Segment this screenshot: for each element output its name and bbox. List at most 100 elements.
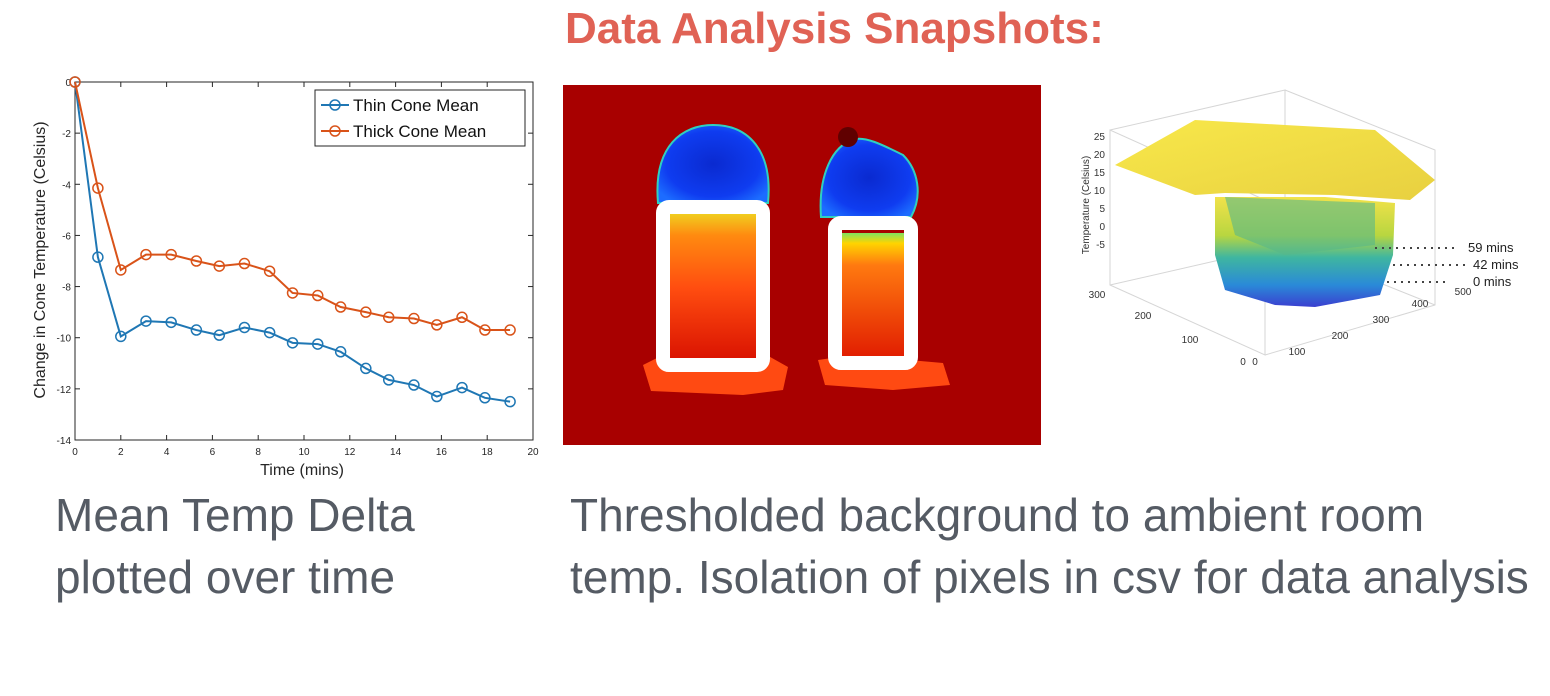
data-point	[263, 265, 276, 277]
legend-label: Thick Cone Mean	[353, 122, 486, 141]
data-point	[213, 260, 226, 272]
data-point	[140, 248, 152, 261]
left-cone-frame	[656, 200, 770, 372]
line-chart-legend: Thin Cone Mean Thick Cone Mean	[314, 89, 526, 147]
x-tick-label: 12	[344, 447, 356, 458]
z-tick-label: 10	[1094, 186, 1106, 197]
x-tick-label: 500	[1455, 287, 1472, 298]
data-point	[456, 311, 468, 324]
data-point	[456, 381, 468, 394]
data-point	[165, 248, 177, 261]
data-point	[479, 392, 491, 404]
x-tick-label: 0	[72, 447, 78, 458]
z-tick-label: 20	[1094, 150, 1106, 161]
x-tick-label: 18	[482, 447, 494, 458]
right-cone-frame	[828, 216, 918, 370]
left-caption: Mean Temp Delta plotted over time	[55, 489, 415, 603]
legend-swatch-marker	[329, 99, 341, 111]
x-axis-label: Time (mins)	[260, 462, 344, 479]
x-tick-label: 300	[1373, 315, 1390, 326]
data-point	[334, 346, 347, 358]
surface-z-ticks: 25 20 15 10 5 0 -5	[1094, 132, 1106, 251]
surface-z-label: Temperature (Celsius)	[1081, 156, 1092, 254]
x-tick-label: 8	[255, 447, 261, 458]
data-point	[382, 374, 395, 386]
surface-x-ticks: 0 100 200 300 400 500	[1252, 287, 1472, 368]
data-point	[311, 289, 324, 302]
data-point	[479, 324, 491, 336]
left-cone-top	[656, 123, 770, 204]
surface-y-ticks: 0 100 200 300	[1089, 290, 1247, 368]
y-tick-label: 200	[1135, 311, 1152, 322]
y-tick-label: 0	[1240, 357, 1246, 368]
annotation-59-mins: 59 mins	[1468, 240, 1514, 255]
x-tick-label: 14	[390, 447, 402, 458]
data-point	[69, 76, 81, 88]
x-tick-label: 4	[164, 447, 170, 458]
page-title: Data Analysis Snapshots:	[565, 4, 1104, 53]
data-point	[286, 287, 299, 299]
series-line-thin	[74, 81, 511, 403]
z-tick-label: -5	[1096, 240, 1105, 251]
surface-shading	[1225, 197, 1375, 255]
right-cone-spot	[838, 127, 858, 147]
data-point	[190, 255, 203, 267]
z-tick-label: 5	[1099, 204, 1105, 215]
x-tick-label: 0	[1252, 357, 1258, 368]
data-point	[92, 251, 104, 263]
y-tick-label: -4	[62, 180, 71, 191]
x-tick-label: 400	[1412, 299, 1429, 310]
x-tick-label: 6	[210, 447, 216, 458]
legend-box	[314, 89, 526, 147]
data-point	[334, 301, 347, 313]
data-point	[408, 379, 420, 391]
temperature-delta-line-chart: 0 2 4 6 8 10 12 14 16 18 20 0 -2 -4 -6 -8 -10 -12 -14 Time…	[32, 76, 539, 479]
x-tick-label: 16	[436, 447, 448, 458]
data-point	[431, 390, 443, 403]
line-chart-series	[69, 76, 516, 408]
y-axis-label: Change in Cone Temperature (Celsius)	[32, 121, 49, 398]
data-point	[504, 395, 516, 408]
data-point	[213, 329, 226, 341]
data-point	[115, 330, 127, 343]
annotation-0-mins: 0 mins	[1473, 274, 1512, 289]
thermal-image	[563, 85, 1041, 445]
right-cone-body	[839, 233, 909, 361]
y-tick-label: -14	[57, 436, 72, 447]
legend-swatch-marker	[329, 125, 341, 137]
y-tick-label: -6	[62, 231, 71, 242]
data-point	[431, 319, 443, 331]
data-point	[382, 311, 395, 324]
y-tick-label: 0	[65, 78, 71, 89]
right-cone-top	[819, 137, 919, 218]
x-tick-label: 20	[527, 447, 539, 458]
data-point	[92, 182, 104, 194]
data-point	[263, 326, 276, 339]
y-tick-label: -10	[57, 334, 72, 345]
y-tick-label: -8	[62, 283, 71, 294]
z-tick-label: 25	[1094, 132, 1106, 143]
x-tick-label: 200	[1332, 331, 1349, 342]
right-caption: Thresholded background to ambient room t…	[570, 489, 1529, 603]
data-point	[360, 306, 372, 318]
data-point	[165, 316, 177, 329]
annotation-42-mins: 42 mins	[1473, 257, 1519, 272]
legend-label: Thin Cone Mean	[353, 96, 479, 115]
temperature-surface-plot: 25 20 15 10 5 0 -5 Temperature (Celsius) 0 10 0 2…	[1081, 89, 1519, 368]
y-tick-label: -12	[57, 385, 72, 396]
data-point	[190, 324, 203, 336]
data-point	[115, 264, 127, 276]
data-point	[504, 324, 516, 336]
y-tick-label: -2	[62, 129, 71, 140]
data-point	[238, 321, 251, 334]
y-tick-label: 300	[1089, 290, 1106, 301]
data-point	[311, 338, 324, 350]
surface-top	[1115, 120, 1435, 200]
z-tick-label: 0	[1099, 222, 1105, 233]
data-point	[238, 257, 251, 270]
z-tick-label: 15	[1094, 168, 1106, 179]
line-chart-ticks: 0 2 4 6 8 10 12 14 16 18 20 0 -2 -4 -6 -8 -10 -12 -14	[57, 78, 539, 458]
x-tick-label: 2	[118, 447, 124, 458]
data-point	[408, 312, 420, 325]
series-line-thick	[74, 81, 511, 332]
